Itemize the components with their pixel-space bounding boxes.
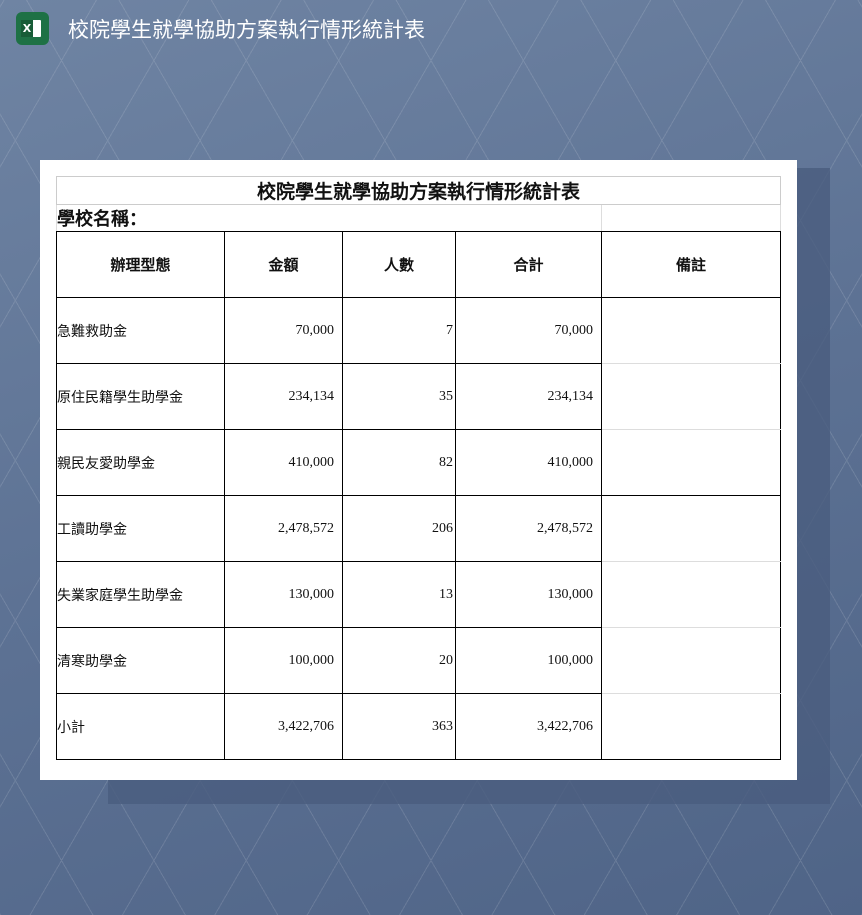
app-title: 校院學生就學協助方案執行情形統計表	[68, 18, 425, 42]
header-note: 備註	[601, 231, 781, 298]
cell-count[interactable]: 82	[342, 429, 456, 496]
cell-total[interactable]: 3,422,706	[455, 693, 602, 760]
school-name-value[interactable]	[601, 204, 781, 232]
cell-amount[interactable]: 3,422,706	[224, 693, 343, 760]
table-row: 親民友愛助學金 410,000 82 410,000	[56, 429, 781, 496]
cell-total[interactable]: 130,000	[455, 561, 602, 628]
cell-type[interactable]: 工讀助學金	[56, 495, 225, 562]
cell-amount[interactable]: 2,478,572	[224, 495, 343, 562]
cell-amount[interactable]: 70,000	[224, 297, 343, 364]
cell-note[interactable]	[601, 693, 781, 760]
school-name-label: 學校名稱：	[56, 204, 602, 232]
cell-type[interactable]: 急難救助金	[56, 297, 225, 364]
cell-amount[interactable]: 100,000	[224, 627, 343, 694]
header-type: 辦理型態	[56, 231, 225, 298]
header-total: 合計	[455, 231, 602, 298]
statistics-table: 校院學生就學協助方案執行情形統計表 學校名稱： 辦理型態 金額 人數 合計 備註…	[56, 176, 781, 760]
header-row: 辦理型態 金額 人數 合計 備註	[56, 231, 781, 298]
table-row: 原住民籍學生助學金 234,134 35 234,134	[56, 363, 781, 430]
cell-total[interactable]: 234,134	[455, 363, 602, 430]
cell-total[interactable]: 70,000	[455, 297, 602, 364]
cell-note[interactable]	[601, 627, 781, 694]
header-count: 人數	[342, 231, 456, 298]
cell-count[interactable]: 20	[342, 627, 456, 694]
cell-note[interactable]	[601, 429, 781, 496]
cell-amount[interactable]: 130,000	[224, 561, 343, 628]
cell-amount[interactable]: 410,000	[224, 429, 343, 496]
spreadsheet-preview: 校院學生就學協助方案執行情形統計表 學校名稱： 辦理型態 金額 人數 合計 備註…	[40, 160, 797, 780]
cell-type[interactable]: 小計	[56, 693, 225, 760]
cell-amount[interactable]: 234,134	[224, 363, 343, 430]
cell-count[interactable]: 7	[342, 297, 456, 364]
title-bar: X 校院學生就學協助方案執行情形統計表	[0, 0, 862, 58]
cell-total[interactable]: 100,000	[455, 627, 602, 694]
cell-type[interactable]: 原住民籍學生助學金	[56, 363, 225, 430]
cell-count[interactable]: 206	[342, 495, 456, 562]
cell-count[interactable]: 363	[342, 693, 456, 760]
table-row: 急難救助金 70,000 7 70,000	[56, 297, 781, 364]
cell-note[interactable]	[601, 297, 781, 364]
table-row: 清寒助學金 100,000 20 100,000	[56, 627, 781, 694]
cell-type[interactable]: 親民友愛助學金	[56, 429, 225, 496]
cell-type[interactable]: 清寒助學金	[56, 627, 225, 694]
cell-count[interactable]: 13	[342, 561, 456, 628]
cell-total[interactable]: 410,000	[455, 429, 602, 496]
cell-count[interactable]: 35	[342, 363, 456, 430]
excel-icon: X	[16, 12, 49, 45]
cell-note[interactable]	[601, 495, 781, 562]
cell-total[interactable]: 2,478,572	[455, 495, 602, 562]
cell-type[interactable]: 失業家庭學生助學金	[56, 561, 225, 628]
sheet-title: 校院學生就學協助方案執行情形統計表	[56, 176, 781, 205]
table-row: 小計 3,422,706 363 3,422,706	[56, 693, 781, 760]
table-row: 失業家庭學生助學金 130,000 13 130,000	[56, 561, 781, 628]
table-row: 工讀助學金 2,478,572 206 2,478,572	[56, 495, 781, 562]
cell-note[interactable]	[601, 561, 781, 628]
cell-note[interactable]	[601, 363, 781, 430]
header-amount: 金額	[224, 231, 343, 298]
